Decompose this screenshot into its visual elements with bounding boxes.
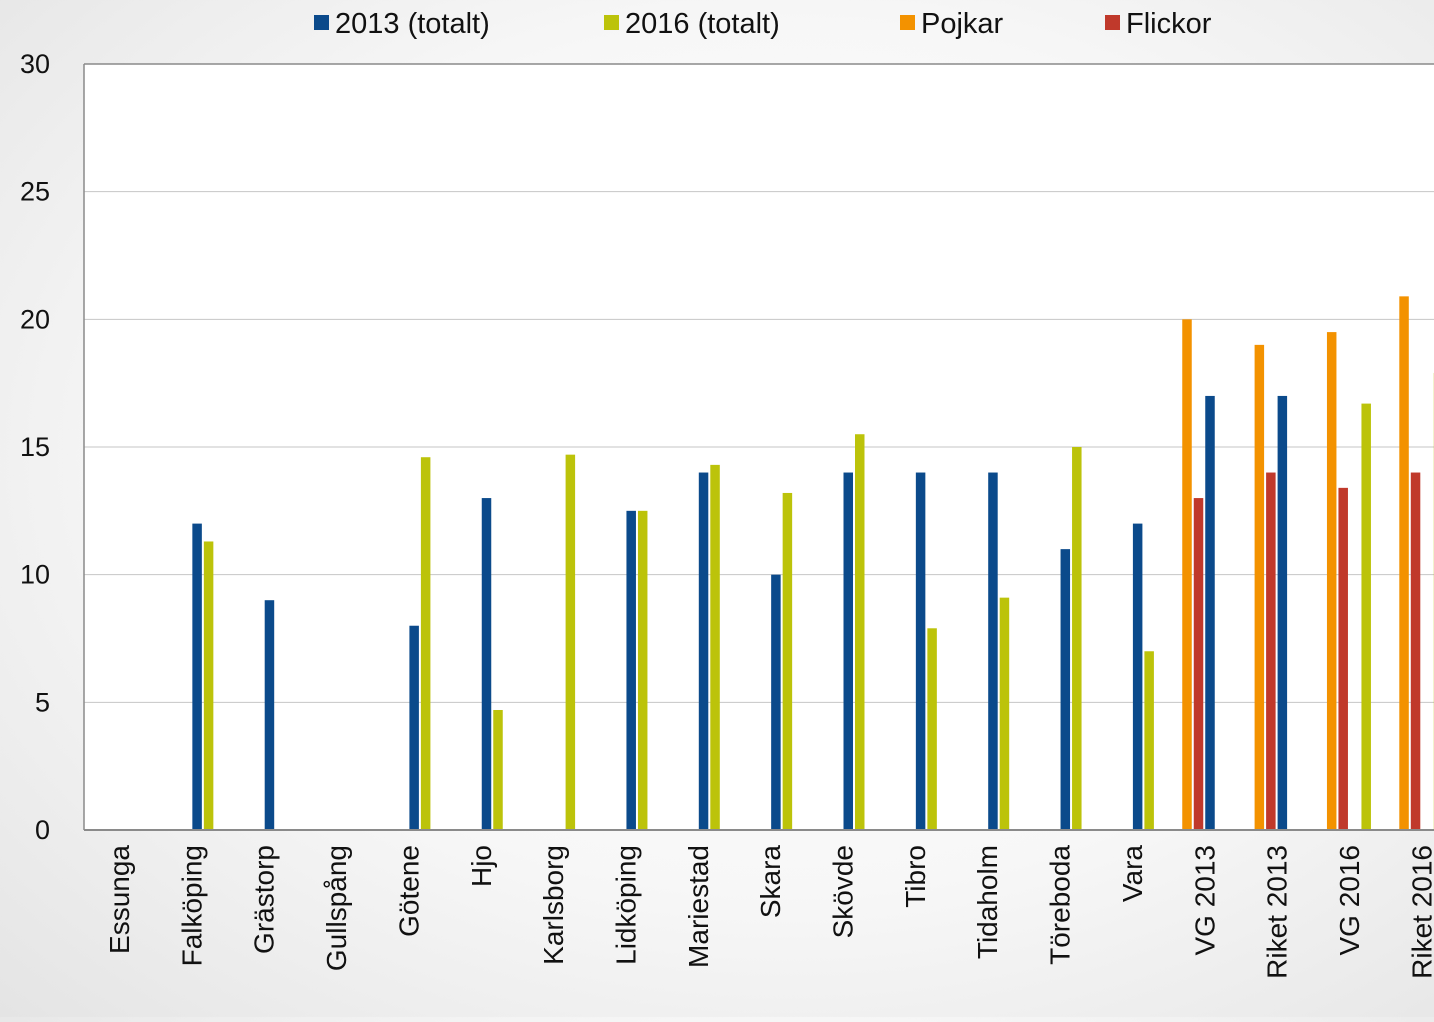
bar-2013-totalt xyxy=(1205,396,1215,830)
bar-flickor xyxy=(1266,473,1276,830)
bar-2016-totalt xyxy=(204,541,214,830)
bar-2013-totalt xyxy=(409,626,419,830)
x-tick-label: Essunga xyxy=(104,845,135,954)
bar-2013-totalt xyxy=(265,600,275,830)
bar-flickor xyxy=(1194,498,1204,830)
x-tick-label: Riket 2016 xyxy=(1406,845,1434,979)
legend-label: Pojkar xyxy=(921,8,1004,40)
bar-2016-totalt xyxy=(566,455,576,830)
y-tick-label: 5 xyxy=(35,687,50,717)
bar-pojkar xyxy=(1327,332,1337,830)
bar-2013-totalt xyxy=(1061,549,1071,830)
x-tick-label: Mariestad xyxy=(683,845,714,968)
bar-2013-totalt xyxy=(626,511,636,830)
x-tick-label: Lidköping xyxy=(610,845,641,965)
x-tick-label: Grästorp xyxy=(249,845,280,954)
bar-2013-totalt xyxy=(1133,524,1143,830)
bar-2013-totalt xyxy=(844,473,854,830)
bar-pojkar xyxy=(1182,319,1192,830)
x-tick-label: Götene xyxy=(393,845,424,937)
legend-label: 2016 (totalt) xyxy=(625,8,780,40)
legend-label: Flickor xyxy=(1126,8,1212,40)
bar-2016-totalt xyxy=(493,710,503,830)
x-tick-label: Skövde xyxy=(828,845,859,938)
bar-2013-totalt xyxy=(1278,396,1288,830)
x-tick-label: Tidaholm xyxy=(972,845,1003,959)
bar-2016-totalt xyxy=(1072,447,1082,830)
x-tick-label: Tibro xyxy=(900,845,931,908)
y-axis-ticks: 0 5 10 15 20 25 30 xyxy=(20,49,50,845)
bar-2016-totalt xyxy=(638,511,648,830)
x-tick-label: Vara xyxy=(1117,845,1148,902)
x-tick-label: Skara xyxy=(755,845,786,919)
legend-swatch xyxy=(1105,15,1120,30)
x-tick-label: Riket 2013 xyxy=(1262,845,1293,979)
x-tick-label: Töreboda xyxy=(1045,845,1076,965)
x-tick-label: Karlsborg xyxy=(538,845,569,965)
x-tick-label: VG 2016 xyxy=(1334,845,1365,956)
bar-2016-totalt xyxy=(855,434,865,830)
bar-2016-totalt xyxy=(710,465,720,830)
bar-2016-totalt xyxy=(1361,404,1371,830)
y-tick-label: 20 xyxy=(20,304,50,334)
x-tick-label: Gullspång xyxy=(321,845,352,971)
bar-2013-totalt xyxy=(482,498,492,830)
bar-2016-totalt xyxy=(1144,651,1154,830)
x-tick-label: Falköping xyxy=(176,845,207,966)
bar-2016-totalt xyxy=(783,493,793,830)
y-tick-label: 30 xyxy=(20,49,50,79)
legend-swatch xyxy=(900,15,915,30)
y-tick-label: 10 xyxy=(20,560,50,590)
bar-2013-totalt xyxy=(192,524,202,830)
x-tick-label: Hjo xyxy=(466,845,497,887)
legend-swatch xyxy=(314,15,329,30)
legend-swatch xyxy=(604,15,619,30)
x-axis-ticks: Essunga Falköping Grästorp Gullspång Götene H… xyxy=(104,845,1434,979)
bar-flickor xyxy=(1411,473,1421,830)
y-tick-label: 25 xyxy=(20,177,50,207)
bar-2016-totalt xyxy=(1000,598,1010,830)
gridlines xyxy=(84,64,1434,830)
bar-flickor xyxy=(1338,488,1348,830)
bar-2013-totalt xyxy=(771,575,781,830)
bar-2013-totalt xyxy=(916,473,926,830)
legend: 2013 (totalt) 2016 (totalt) Pojkar Flickor xyxy=(314,8,1212,40)
y-tick-label: 0 xyxy=(35,815,50,845)
bar-pojkar xyxy=(1399,296,1409,830)
bar-2016-totalt xyxy=(421,457,431,830)
x-tick-label: VG 2013 xyxy=(1189,845,1220,956)
legend-label: 2013 (totalt) xyxy=(335,8,490,40)
bar-2013-totalt xyxy=(699,473,709,830)
bar-pojkar xyxy=(1255,345,1265,830)
bar-2016-totalt xyxy=(927,628,937,830)
bar-2013-totalt xyxy=(988,473,998,830)
y-tick-label: 15 xyxy=(20,432,50,462)
